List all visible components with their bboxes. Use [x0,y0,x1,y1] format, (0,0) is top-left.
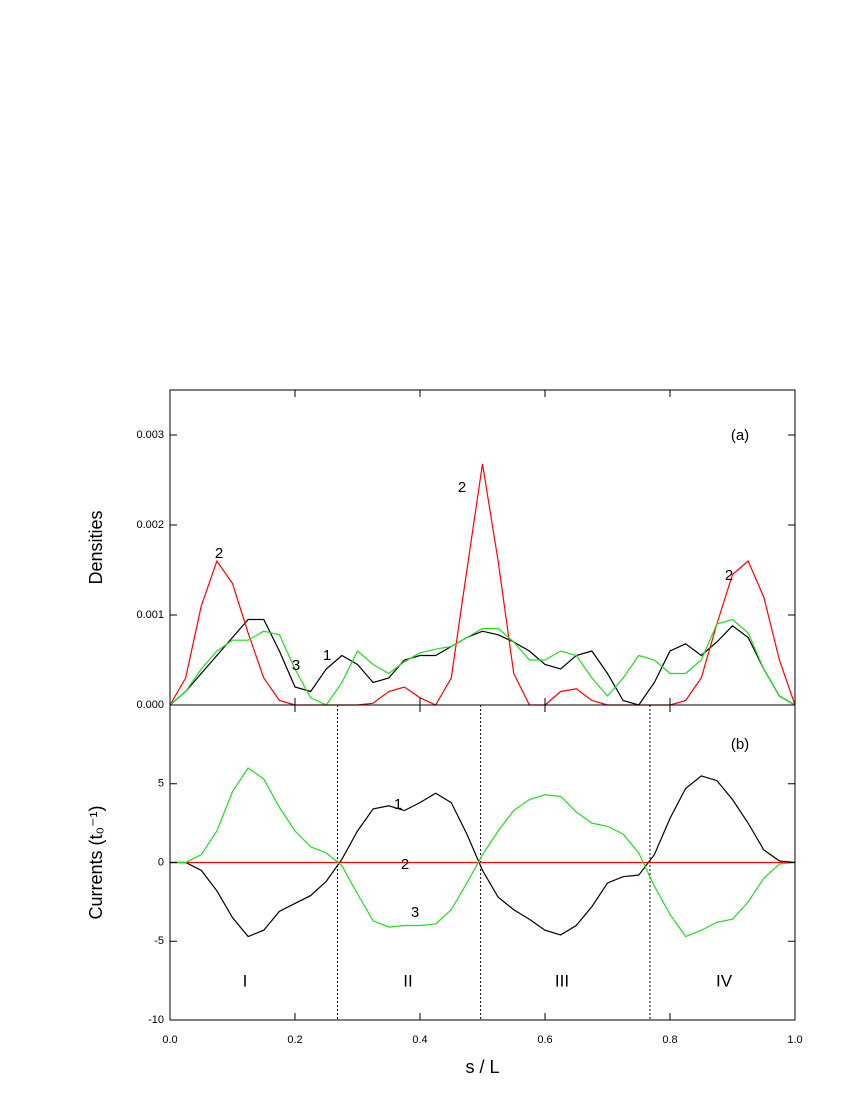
curve-label: 2 [401,856,409,873]
region-label: IV [716,971,733,990]
y-tick-label: 5 [158,778,164,790]
series-line [170,775,796,938]
series-line [169,618,796,706]
x-tick-label: 0.0 [162,1034,177,1046]
region-label: II [403,971,412,990]
y-axis-label: Densities [86,510,106,584]
y-tick-label: 0.003 [136,429,164,441]
curve-label: 1 [323,647,331,664]
curve-label: 3 [411,904,419,921]
x-tick-label: 0.4 [412,1034,427,1046]
region-label: III [555,971,569,990]
y-axis-label: Currents (t₀⁻¹) [86,806,106,920]
panel-label: (b) [731,736,749,753]
curve-label: 1 [394,796,402,813]
curve-label: 3 [292,657,300,674]
y-tick-label: 0.000 [136,699,164,711]
x-tick-label: 1.0 [787,1034,802,1046]
x-tick-label: 0.2 [287,1034,302,1046]
y-tick-label: 0 [158,856,164,868]
y-tick-label: -10 [148,1014,164,1026]
panel-label: (a) [731,427,749,444]
y-tick-label: -5 [154,935,164,947]
x-tick-label: 0.8 [662,1034,677,1046]
curve-label: 2 [725,567,733,584]
curve-label: 2 [458,479,466,496]
curve-label: 2 [215,545,223,562]
series-line [169,618,796,706]
y-tick-label: 0.002 [136,519,164,531]
x-axis-label: s / L [465,1057,499,1077]
x-tick-label: 0.6 [537,1034,552,1046]
series-line [170,767,796,938]
region-label: I [243,971,248,990]
series-line [169,463,796,706]
y-tick-label: 0.001 [136,609,164,621]
plot-frame [169,389,796,706]
